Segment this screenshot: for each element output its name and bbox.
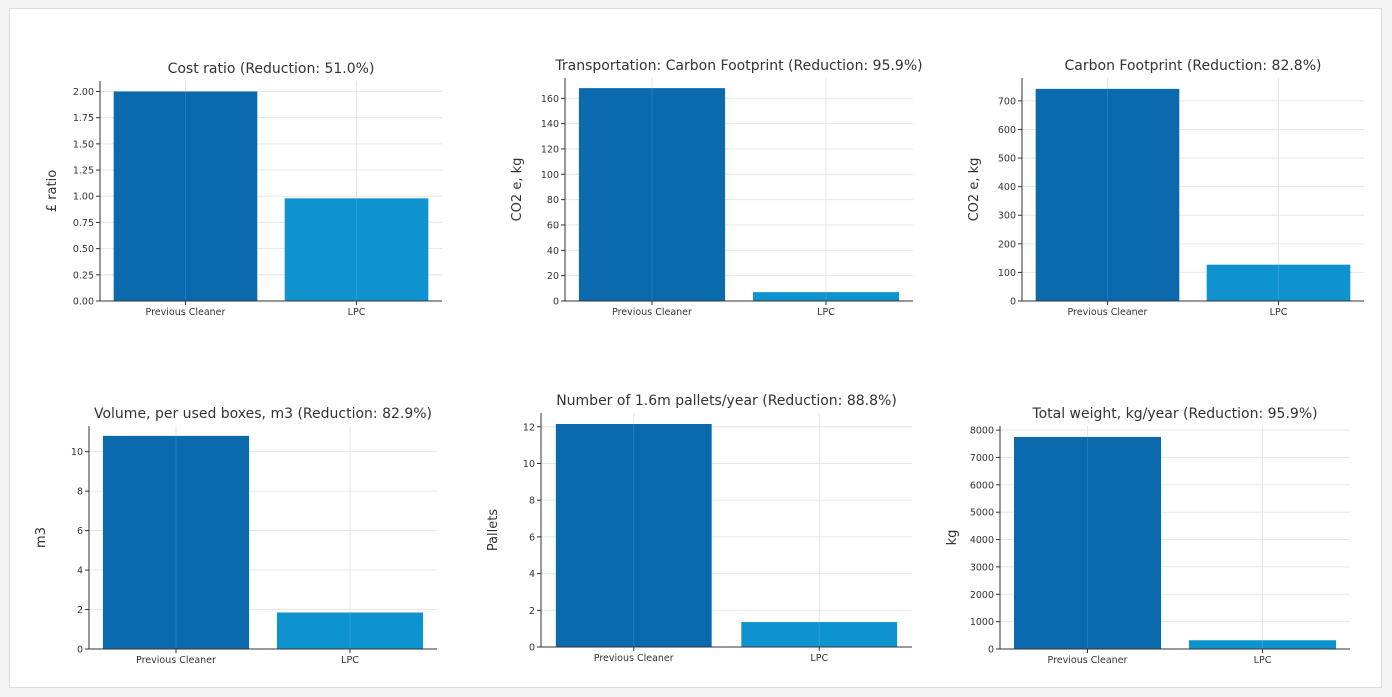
- bar-previous-cleaner: [102, 435, 250, 649]
- y-axis-label: kg: [945, 530, 960, 546]
- x-tick-label: Previous Cleaner: [136, 655, 216, 666]
- y-tick-label: 0: [553, 297, 559, 308]
- y-tick-label: 10: [523, 459, 535, 470]
- bar-lpc: [752, 292, 900, 301]
- y-tick-label: 0.25: [73, 270, 94, 281]
- y-tick-label: 40: [547, 246, 559, 257]
- chart-6: Total weight, kg/year (Reduction: 95.9%)…: [945, 406, 1350, 666]
- y-tick-label: 120: [541, 144, 559, 155]
- bar-lpc: [1206, 264, 1351, 301]
- y-tick-label: 7000: [970, 453, 994, 464]
- y-tick-label: 1.50: [73, 139, 94, 150]
- y-tick-label: 1.25: [73, 166, 94, 177]
- chart-title: Volume, per used boxes, m3 (Reduction: 8…: [94, 406, 432, 422]
- y-tick-label: 0: [529, 643, 535, 654]
- bar-previous-cleaner: [1014, 436, 1161, 649]
- y-tick-label: 140: [541, 119, 559, 130]
- chart-4: Volume, per used boxes, m3 (Reduction: 8…: [34, 406, 437, 666]
- y-tick-label: 8: [77, 487, 83, 498]
- x-tick-label: Previous Cleaner: [146, 307, 226, 318]
- y-tick-label: 2.00: [73, 87, 94, 98]
- y-tick-label: 400: [998, 182, 1016, 193]
- y-tick-label: 4: [529, 569, 535, 580]
- bar-previous-cleaner: [555, 424, 712, 647]
- y-tick-label: 500: [998, 154, 1016, 165]
- bar-previous-cleaner: [113, 91, 258, 301]
- x-tick-label: Previous Cleaner: [612, 307, 692, 318]
- x-tick-label: Previous Cleaner: [1048, 655, 1128, 666]
- chart-5: Number of 1.6m pallets/year (Reduction: …: [486, 393, 912, 664]
- y-tick-label: 2: [77, 605, 83, 616]
- y-tick-label: 160: [541, 94, 559, 105]
- y-tick-label: 0: [1010, 297, 1016, 308]
- chart-title: Total weight, kg/year (Reduction: 95.9%): [1031, 406, 1317, 422]
- y-tick-label: 2000: [970, 590, 994, 601]
- y-tick-label: 0.50: [73, 244, 94, 255]
- y-axis-label: £ ratio: [45, 170, 60, 212]
- chart-title: Cost ratio (Reduction: 51.0%): [168, 61, 375, 77]
- x-tick-label: Previous Cleaner: [594, 653, 674, 664]
- x-tick-label: LPC: [810, 653, 828, 664]
- y-tick-label: 5000: [970, 508, 994, 519]
- y-tick-label: 1.75: [73, 113, 94, 124]
- y-tick-label: 700: [998, 96, 1016, 107]
- bar-previous-cleaner: [1035, 88, 1180, 301]
- y-tick-label: 6: [529, 532, 535, 543]
- y-tick-label: 10: [71, 447, 83, 458]
- y-tick-label: 0: [988, 645, 994, 656]
- y-tick-label: 4: [77, 566, 83, 577]
- x-tick-label: LPC: [817, 307, 835, 318]
- y-tick-label: 8000: [970, 426, 994, 437]
- y-axis-label: CO2 e, kg: [967, 158, 982, 222]
- chart-title: Number of 1.6m pallets/year (Reduction: …: [556, 393, 897, 409]
- y-tick-label: 0: [77, 645, 83, 656]
- y-tick-label: 100: [541, 170, 559, 181]
- y-tick-label: 1.00: [73, 192, 94, 203]
- bar-previous-cleaner: [578, 88, 726, 302]
- y-tick-label: 100: [998, 268, 1016, 279]
- x-tick-label: LPC: [1270, 307, 1288, 318]
- y-tick-label: 6000: [970, 480, 994, 491]
- y-tick-label: 0.75: [73, 218, 94, 229]
- bar-chart-grid: Cost ratio (Reduction: 51.0%) 0.00 0.25 0.5…: [34, 58, 1364, 666]
- chart-1: Cost ratio (Reduction: 51.0%) 0.00 0.25 0.5…: [45, 61, 442, 318]
- y-tick-label: 300: [998, 211, 1016, 222]
- y-tick-label: 2: [529, 606, 535, 617]
- chart-2: Transportation: Carbon Footprint (Reduct…: [510, 58, 923, 318]
- y-axis-label: CO2 e, kg: [510, 158, 525, 222]
- y-tick-label: 1000: [970, 617, 994, 628]
- y-tick-label: 4000: [970, 535, 994, 546]
- y-tick-label: 20: [547, 271, 559, 282]
- x-tick-label: LPC: [348, 307, 366, 318]
- chart-title: Carbon Footprint (Reduction: 82.8%): [1065, 58, 1322, 74]
- bar-lpc: [284, 198, 429, 301]
- chart-title: Transportation: Carbon Footprint (Reduct…: [554, 58, 922, 74]
- x-tick-label: LPC: [1254, 655, 1272, 666]
- y-tick-label: 3000: [970, 562, 994, 573]
- figure-frame: Cost ratio (Reduction: 51.0%) 0.00 0.25 0.5…: [9, 8, 1382, 688]
- y-tick-label: 200: [998, 239, 1016, 250]
- bar-lpc: [741, 622, 898, 647]
- chart-3: Carbon Footprint (Reduction: 82.8%) 0 100 2…: [967, 58, 1364, 318]
- y-tick-label: 6: [77, 526, 83, 537]
- x-tick-label: LPC: [341, 655, 359, 666]
- bar-lpc: [1189, 640, 1336, 649]
- y-tick-label: 60: [547, 220, 559, 231]
- y-tick-label: 0.00: [73, 297, 94, 308]
- y-tick-label: 80: [547, 195, 559, 206]
- x-tick-label: Previous Cleaner: [1068, 307, 1148, 318]
- y-tick-label: 8: [529, 496, 535, 507]
- y-tick-label: 12: [523, 422, 535, 433]
- y-axis-label: Pallets: [486, 509, 501, 552]
- y-tick-label: 600: [998, 125, 1016, 136]
- y-axis-label: m3: [34, 527, 49, 548]
- bar-lpc: [276, 612, 424, 649]
